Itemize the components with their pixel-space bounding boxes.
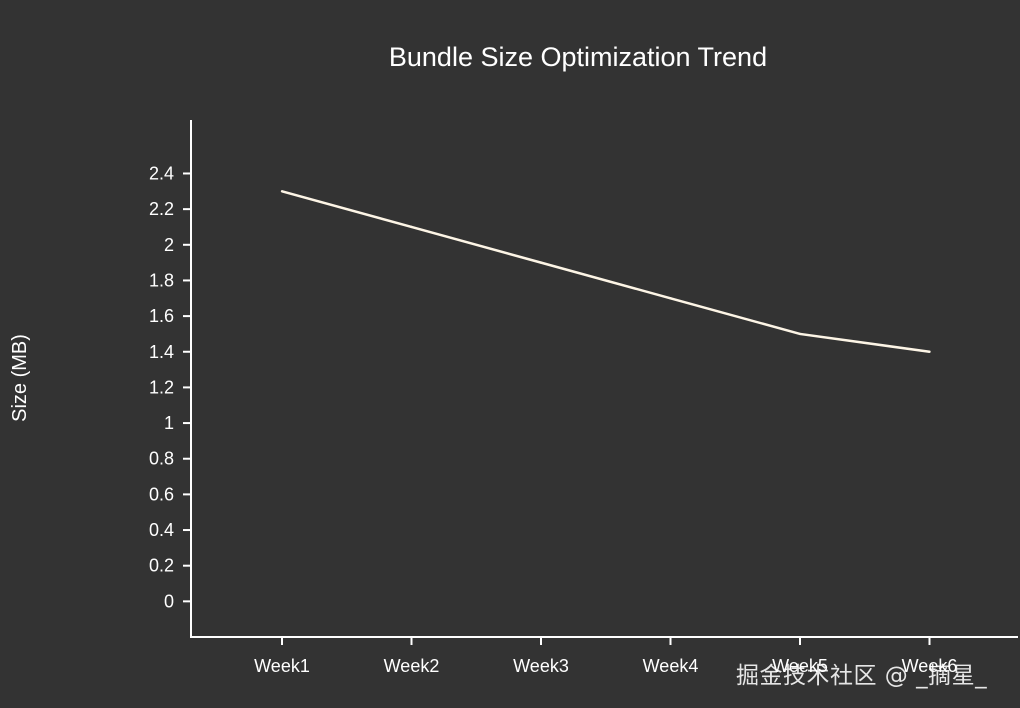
y-tick-label: 2	[164, 235, 174, 255]
y-tick-label: 1.2	[149, 377, 174, 397]
x-tick-label: Week1	[254, 656, 310, 676]
y-axis-ticks: 0 0.2 0.4 0.6 0.8 1 1.2 1.4 1.6 1.8 2 2.2 2.4	[149, 163, 191, 611]
watermark-text: 掘金技术社区 @ _摘星_	[736, 663, 988, 689]
x-axis-ticks: Week1 Week2 Week3 Week4 Week5 Week6	[254, 637, 957, 676]
y-tick-label: 1.8	[149, 270, 174, 290]
y-tick-label: 2.2	[149, 199, 174, 219]
series-line	[281, 190, 930, 353]
data-point	[280, 190, 284, 193]
y-tick-label: 0.4	[149, 520, 174, 540]
y-tick-label: 0.2	[149, 556, 174, 576]
data-point	[798, 332, 802, 336]
x-tick-label: Week4	[643, 656, 699, 676]
y-tick-label: 0	[164, 591, 174, 611]
y-tick-label: 1	[164, 413, 174, 433]
y-tick-label: 1.6	[149, 306, 174, 326]
data-point	[928, 350, 931, 353]
y-axis-label: Size (MB)	[9, 334, 31, 422]
x-tick-label: Week3	[513, 656, 569, 676]
x-tick-label: Week6	[902, 656, 958, 676]
x-tick-label: Week2	[384, 656, 440, 676]
y-tick-label: 2.4	[149, 163, 174, 183]
series-layer	[280, 190, 931, 353]
data-point	[539, 261, 543, 264]
data-point	[410, 225, 413, 229]
x-tick-label: Week5	[772, 656, 828, 676]
y-tick-label: 0.6	[149, 484, 174, 504]
chart-title: Bundle Size Optimization Trend	[389, 42, 767, 72]
data-point	[669, 297, 672, 300]
y-tick-label: 0.8	[149, 449, 174, 469]
y-tick-label: 1.4	[149, 342, 174, 362]
